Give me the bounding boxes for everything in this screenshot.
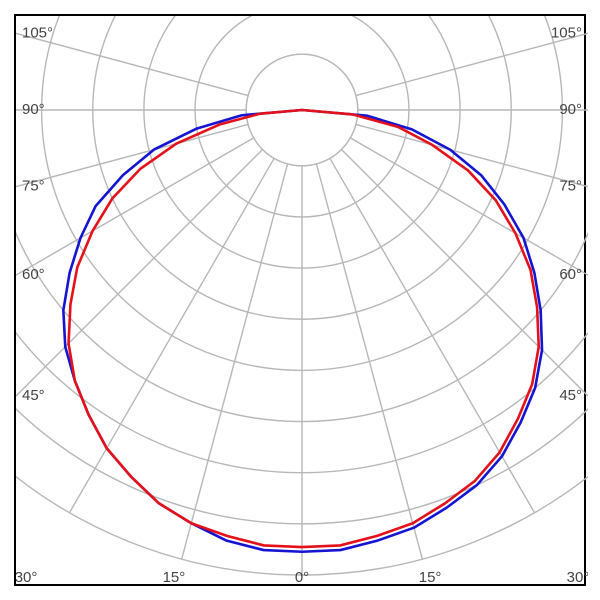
chart-frame: 105° 90° 75° 60° 45° 30° 15° 105° 90° 75° 60° 45° 30… (14, 14, 586, 586)
angle-label: 75° (559, 178, 582, 195)
angle-label: 15° (163, 569, 186, 586)
angle-label: 45° (559, 387, 582, 404)
angle-label: 30° (16, 569, 37, 586)
angle-label: 90° (559, 101, 582, 118)
angle-label: 105° (22, 24, 53, 41)
angle-label: 0° (295, 569, 309, 586)
polar-chart: 105° 90° 75° 60° 45° 30° 15° 105° 90° 75° 60° 45° 30… (16, 16, 588, 588)
angle-label: 105° (551, 24, 582, 41)
angle-label: 15° (419, 569, 442, 586)
angle-label: 60° (22, 266, 45, 283)
angle-label: 45° (22, 387, 45, 404)
angle-label: 60° (559, 266, 582, 283)
angle-label: 75° (22, 178, 45, 195)
angle-label: 90° (22, 101, 45, 118)
series-C90-C270 (69, 110, 539, 547)
angle-label: 30° (567, 569, 588, 586)
